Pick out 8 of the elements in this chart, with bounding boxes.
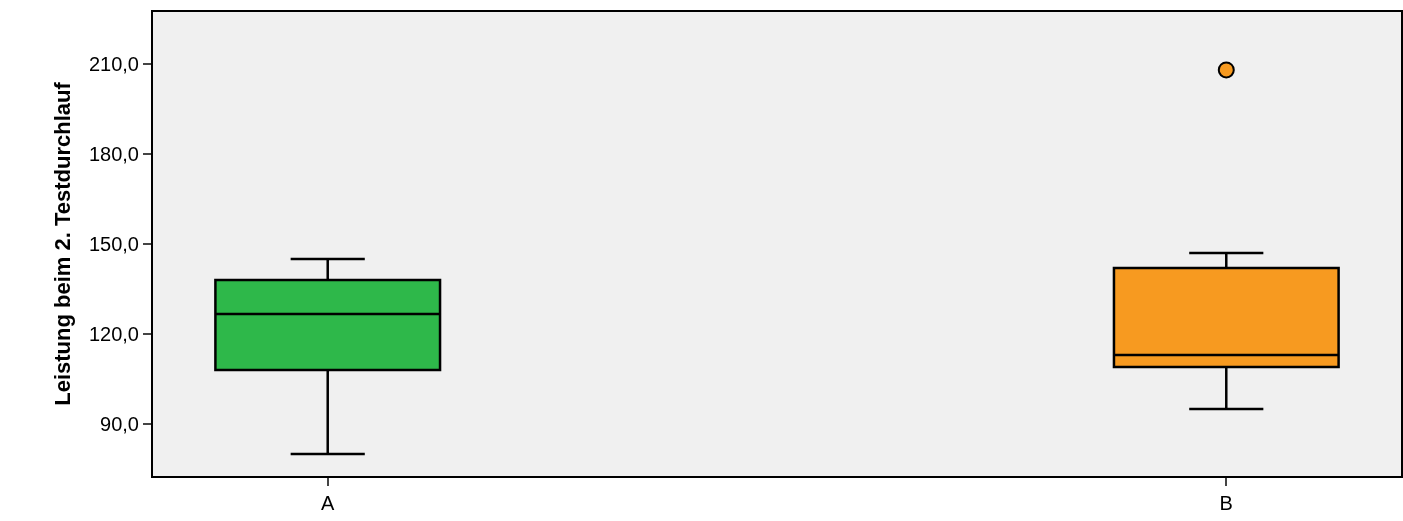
x-tick-label: B	[1219, 492, 1233, 514]
y-tick-label: 120,0	[88, 323, 139, 346]
y-tick-label: 180,0	[88, 142, 139, 165]
y-axis-title: Leistung beim 2. Testdurchlauf	[50, 81, 76, 406]
x-tick-label: A	[321, 492, 336, 514]
y-tick-label: 150,0	[88, 233, 139, 255]
y-tick-label: 90,0	[100, 413, 139, 436]
y-tick-label: 210,0	[88, 52, 139, 75]
